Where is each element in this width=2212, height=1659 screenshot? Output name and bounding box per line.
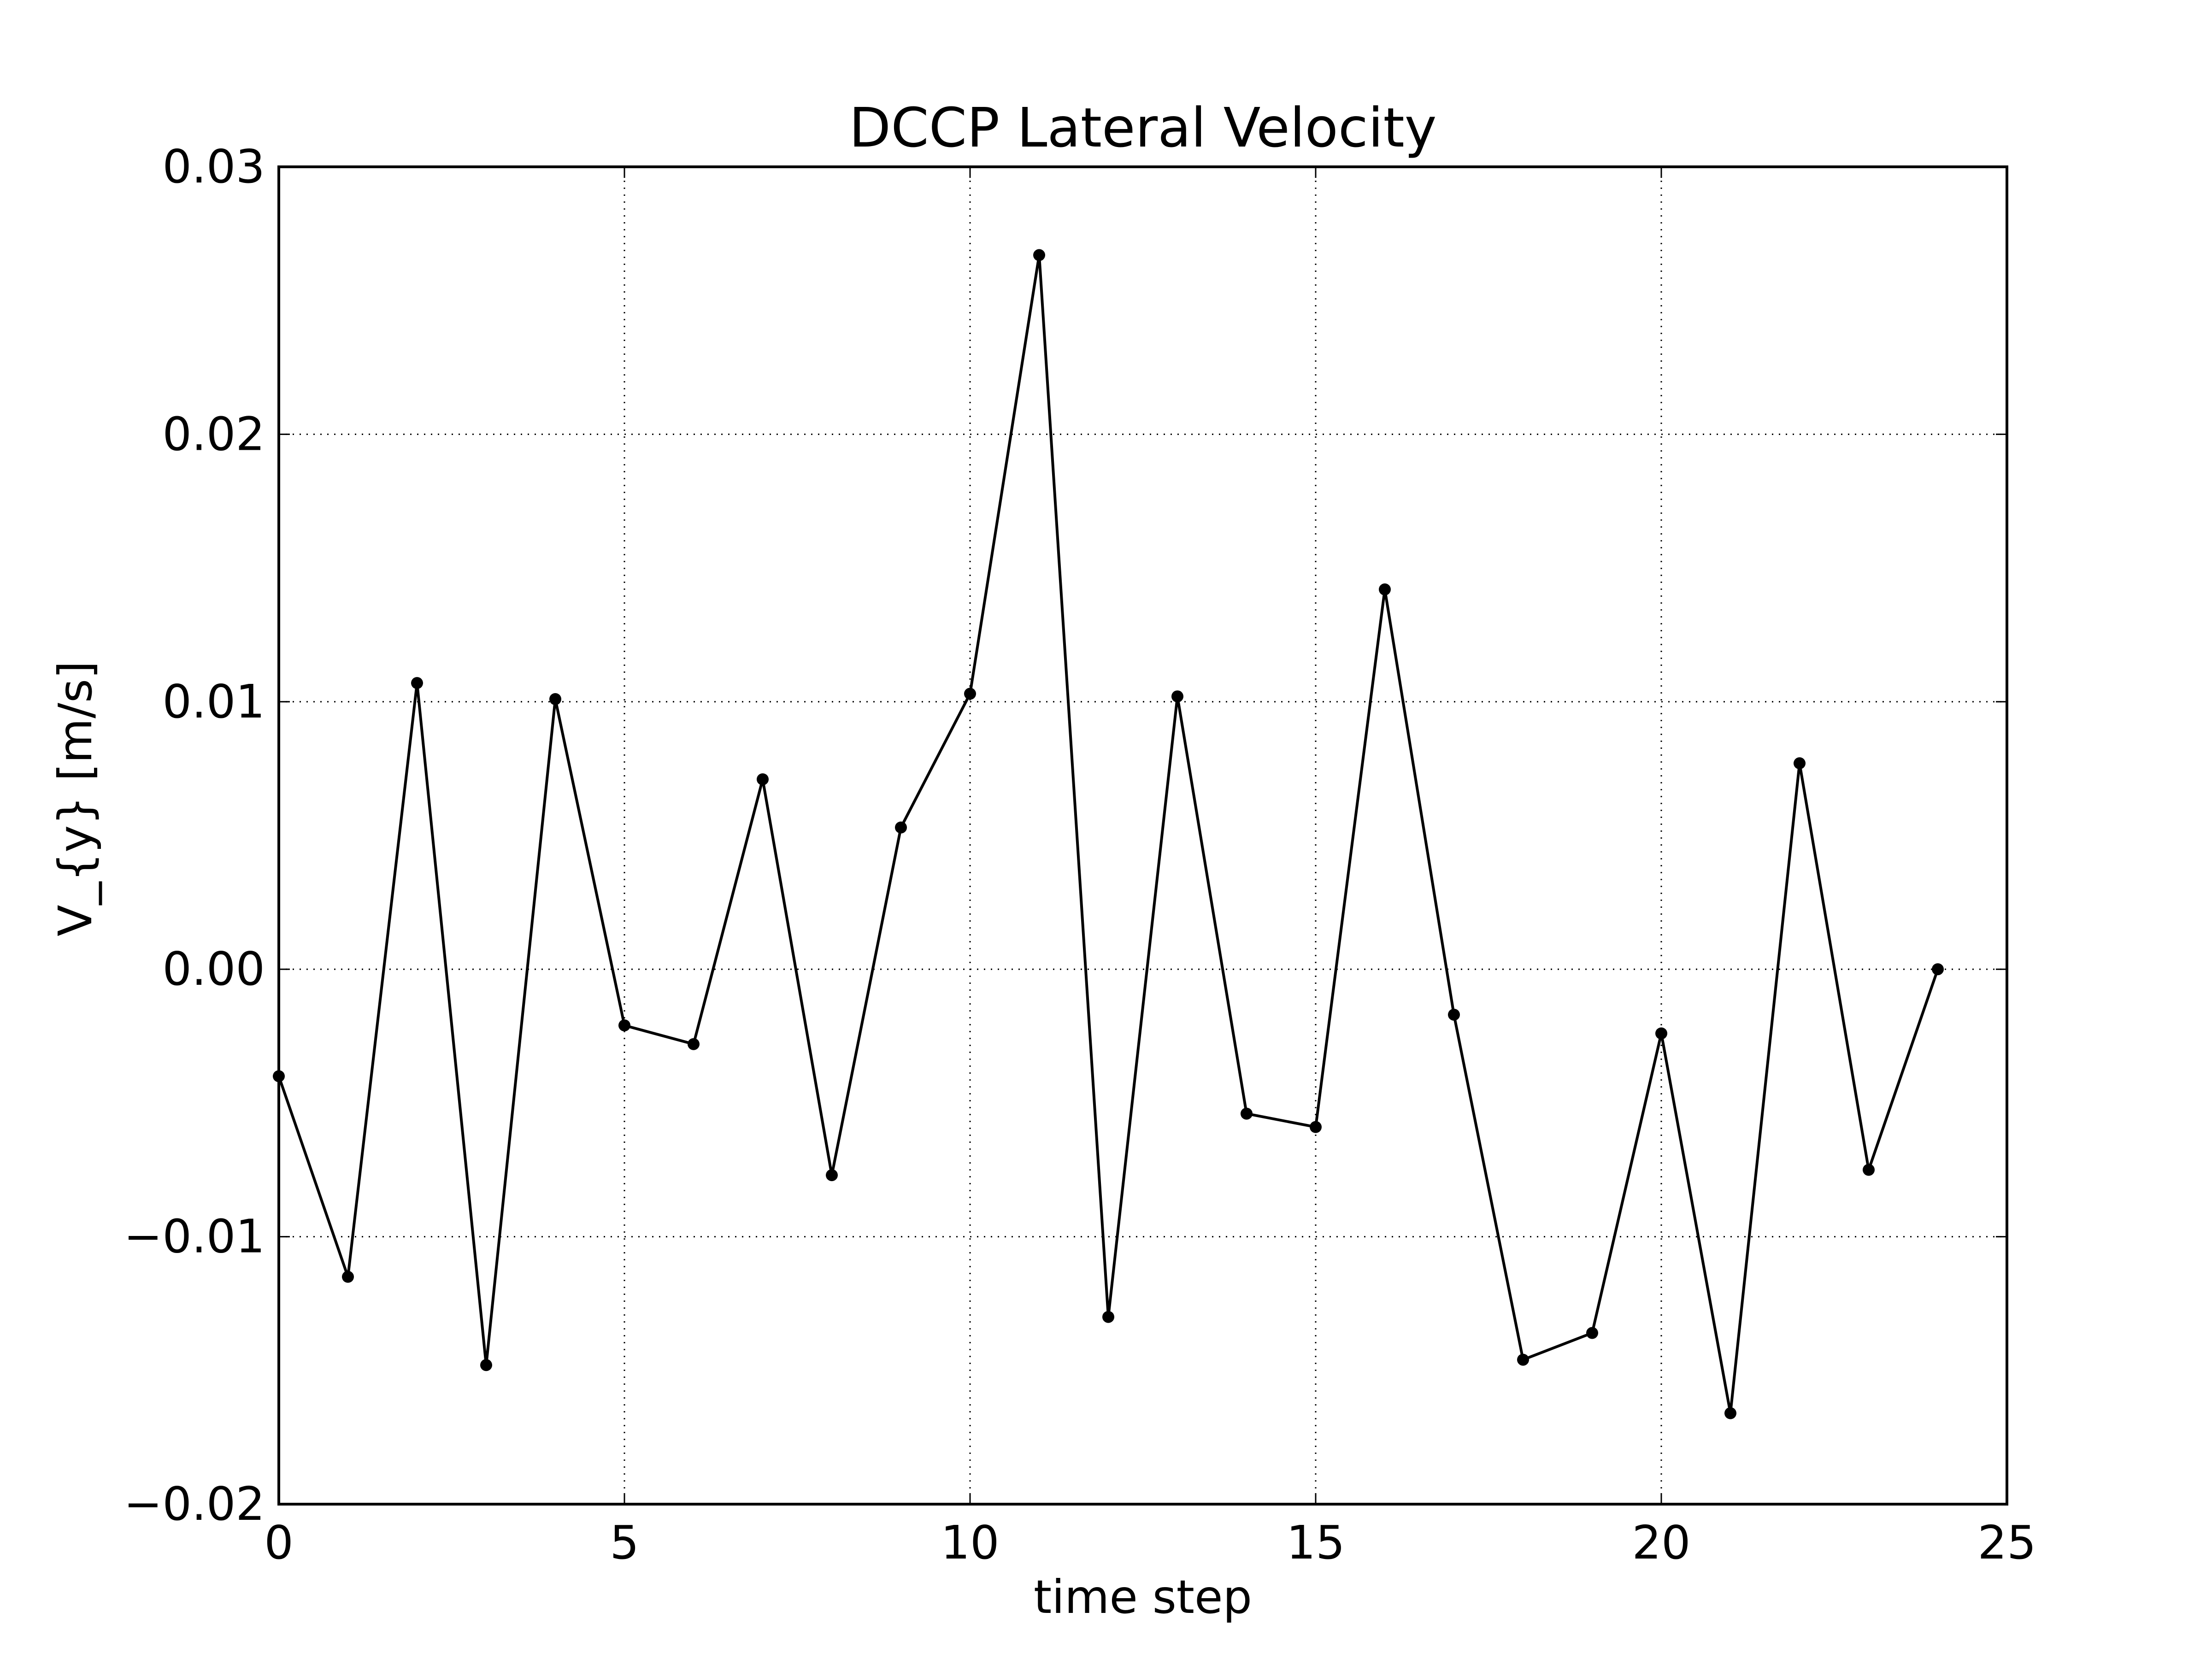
data-point [1655,1027,1667,1040]
series-layer [273,249,1944,1419]
grid-lines [279,167,2007,1504]
data-point [895,821,907,834]
y-tick-label: 0.01 [162,675,265,729]
data-point [1863,1164,1875,1176]
y-tick-label: −0.02 [124,1477,265,1531]
data-point [411,677,423,689]
data-point [1517,1353,1529,1366]
x-tick-label: 20 [1632,1516,1690,1570]
data-point [964,688,976,700]
x-tick-label: 0 [264,1516,294,1570]
data-point [688,1038,700,1050]
data-point [1794,757,1806,770]
data-point [1241,1107,1253,1120]
x-tick-label: 25 [1977,1516,2036,1570]
y-tick-label: 0.02 [162,407,265,461]
chart-title: DCCP Lateral Velocity [849,96,1436,159]
data-point [757,773,769,786]
y-axis-label: V_{y} [m/s] [48,661,102,936]
y-tick-label: 0.03 [162,140,265,194]
y-tick-label: −0.01 [124,1210,265,1264]
data-point [1033,249,1045,261]
x-axis-label: time step [1034,1570,1252,1624]
axis-ticks [278,166,2008,1505]
data-point [1171,690,1183,703]
x-tick-label: 10 [941,1516,999,1570]
data-point [1379,583,1391,596]
data-point [1310,1121,1322,1133]
data-point [1932,963,1944,976]
data-point [618,1019,630,1032]
data-point [1724,1407,1736,1419]
data-point [1448,1008,1460,1021]
data-point [342,1271,354,1283]
tick-labels: 0 5 10 15 20 25 −0.02 −0.01 0.00 0.01 0.02 0.03 [124,140,2036,1570]
data-point [480,1359,492,1371]
data-point [826,1169,838,1182]
data-point [1586,1327,1598,1339]
data-point [1102,1311,1114,1323]
x-tick-label: 5 [610,1516,639,1570]
x-tick-label: 15 [1286,1516,1345,1570]
y-tick-label: 0.00 [162,942,265,996]
plot-area-frame [277,165,2008,1506]
data-point [549,693,561,705]
